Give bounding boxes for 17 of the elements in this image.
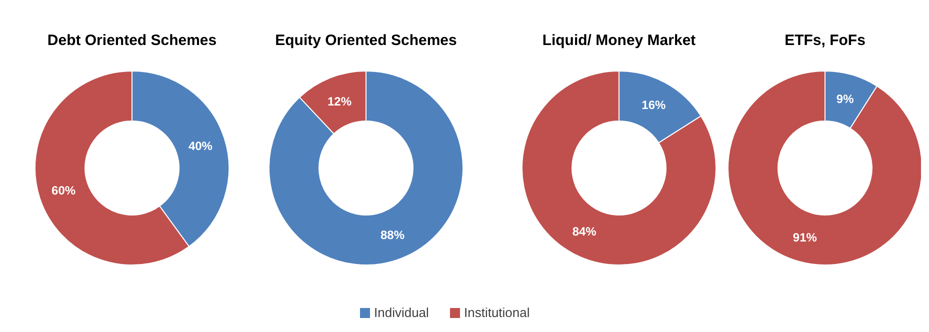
data-label: 9% bbox=[836, 92, 854, 106]
data-label: 40% bbox=[188, 138, 213, 153]
chart-title: Equity Oriented Schemes bbox=[275, 32, 457, 49]
donut-slice bbox=[268, 70, 464, 266]
chart-title: Liquid/ Money Market bbox=[542, 32, 696, 49]
data-label: 88% bbox=[380, 228, 405, 242]
donut-slice bbox=[728, 70, 921, 266]
legend-label: Individual bbox=[374, 305, 430, 320]
legend-label: Institutional bbox=[464, 305, 530, 320]
data-label: 16% bbox=[642, 98, 666, 112]
chart-title: Debt Oriented Schemes bbox=[47, 32, 217, 49]
data-label: 91% bbox=[792, 230, 818, 244]
chart-title: ETFs, FoFs bbox=[784, 32, 866, 49]
data-label: 12% bbox=[327, 94, 352, 108]
donut-slice bbox=[522, 70, 716, 266]
data-label: 60% bbox=[52, 183, 76, 198]
data-label: 84% bbox=[572, 224, 597, 238]
